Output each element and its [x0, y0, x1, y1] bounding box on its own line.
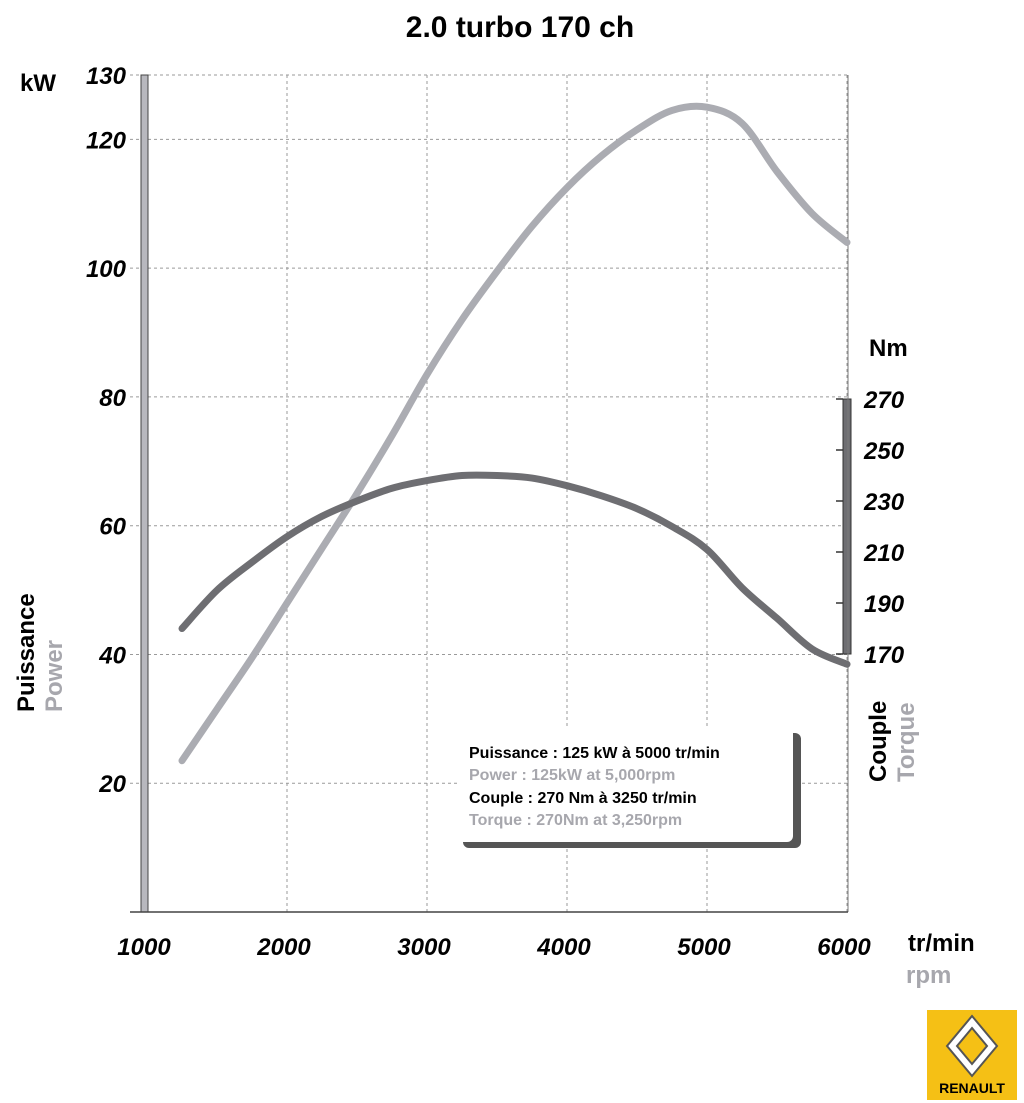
- x-tick-labels: 1000 2000 3000 4000 5000 6000: [117, 934, 871, 961]
- left-tick-label: 100: [86, 256, 127, 283]
- right-tick-label: 230: [863, 489, 905, 516]
- left-axis-bar: [140, 74, 149, 913]
- x-axis-unit: tr/min: [908, 930, 975, 957]
- x-axis-unit-en: rpm: [906, 962, 951, 989]
- right-tick-label: 170: [864, 642, 905, 669]
- right-tick-label: 210: [863, 540, 905, 567]
- right-axis-label-en: Torque: [893, 702, 920, 782]
- right-axis-unit: Nm: [869, 335, 908, 362]
- left-tick-label: 130: [86, 63, 127, 90]
- x-tick-label: 1000: [117, 934, 171, 961]
- right-axis-bar: [842, 398, 852, 655]
- x-tick-label: 4000: [536, 934, 591, 961]
- x-tick-label: 5000: [677, 934, 731, 961]
- legend-torque-en: Torque : 270Nm at 3,250rpm: [469, 812, 682, 829]
- legend-box: Puissance : 125 kW à 5000 tr/min Power :…: [457, 727, 801, 848]
- renault-brand-text: RENAULT: [939, 1080, 1005, 1096]
- left-tick-label: 60: [99, 514, 126, 541]
- left-axis-label: Puissance: [13, 593, 40, 712]
- legend-power-fr: Puissance : 125 kW à 5000 tr/min: [469, 745, 720, 762]
- x-tick-label: 6000: [817, 934, 871, 961]
- left-tick-labels: 20 40 60 80 100 120 130: [86, 63, 127, 798]
- torque-series-line: [178, 471, 851, 668]
- left-tick-label: 20: [98, 771, 126, 798]
- legend-panel: [457, 727, 793, 842]
- left-tick-label: 40: [98, 642, 126, 669]
- legend-power-en: Power : 125kW at 5,000rpm: [469, 767, 675, 784]
- left-tick-label: 80: [99, 385, 126, 412]
- legend-torque-fr: Couple : 270 Nm à 3250 tr/min: [469, 790, 697, 807]
- right-tick-label: 250: [863, 438, 905, 465]
- left-tick-label: 120: [86, 127, 127, 154]
- chart-title: 2.0 turbo 170 ch: [406, 11, 634, 44]
- left-axis-label-en: Power: [41, 640, 68, 712]
- right-tick-labels: 170 190 210 230 250 270: [836, 387, 905, 669]
- right-tick-label: 270: [863, 387, 905, 414]
- x-tick-label: 2000: [256, 934, 311, 961]
- power-series-line: [178, 102, 851, 765]
- renault-diamond-icon: [945, 1014, 999, 1078]
- x-tick-label: 3000: [397, 934, 451, 961]
- right-tick-label: 190: [864, 591, 905, 618]
- renault-logo: RENAULT: [927, 1010, 1017, 1100]
- left-axis-unit: kW: [20, 70, 56, 97]
- right-axis-label: Couple: [865, 701, 892, 782]
